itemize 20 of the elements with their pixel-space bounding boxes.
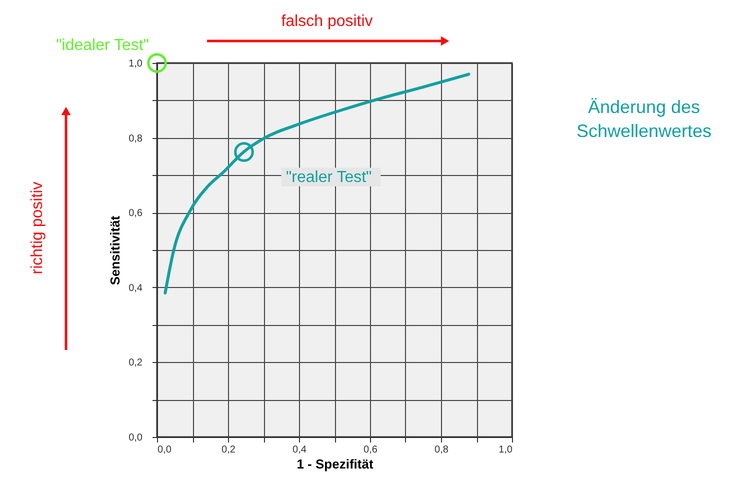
y-tick-label: 1,0 [128, 58, 143, 70]
y-axis-title: Sensitivität [108, 215, 123, 286]
text: richtig positiv [29, 182, 46, 274]
x-tick-label: 0,2 [222, 444, 236, 456]
x-tick-label: 0,4 [292, 444, 307, 456]
line-series [164, 72, 470, 295]
x-tick-label: 0,0 [158, 444, 172, 456]
x-tick-label: 0,8 [434, 444, 449, 456]
y-tick-label: 0,8 [128, 133, 143, 144]
text: falsch positiv [281, 13, 373, 30]
x-tick-label: 0,6 [364, 444, 378, 456]
y-tick-label: 0,0 [128, 432, 143, 444]
x-axis-title: 1 - Spezifität [296, 456, 374, 472]
y-tick-label: 0,2 [128, 358, 143, 369]
x-tick-label: 1,0 [498, 444, 513, 456]
y-tick-label: 0,4 [128, 282, 143, 294]
annotation: "idealer Test" [56, 37, 149, 54]
annotation: "realer Test" [286, 169, 372, 186]
text: Änderung des Schwellenwertes [576, 97, 712, 141]
y-tick-label: 0,6 [128, 208, 143, 220]
